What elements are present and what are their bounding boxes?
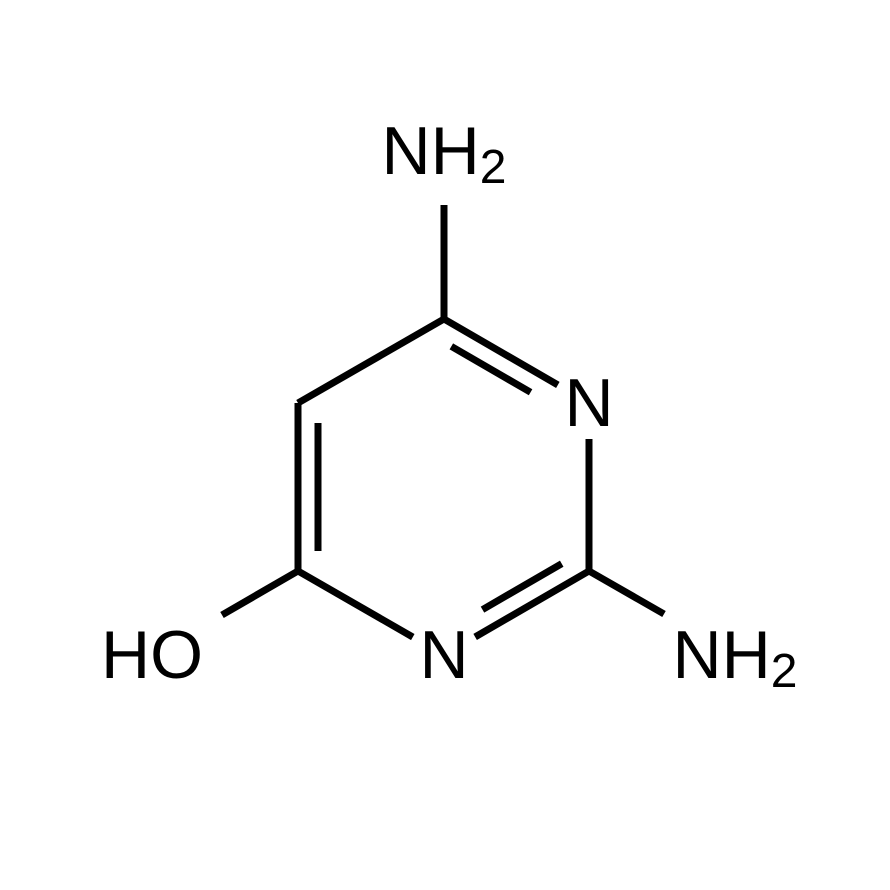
substituent-label-1: NH2 — [673, 617, 798, 698]
substituent-label-2: HO — [101, 617, 203, 693]
atom-label-N1: N — [419, 617, 468, 693]
substituent-label-0: NH2 — [382, 113, 507, 194]
molecule-diagram: N N NH2 NH2 HO — [0, 0, 890, 890]
atom-labels: N N NH2 NH2 HO — [101, 113, 797, 698]
atom-label-N3: N — [564, 365, 613, 441]
